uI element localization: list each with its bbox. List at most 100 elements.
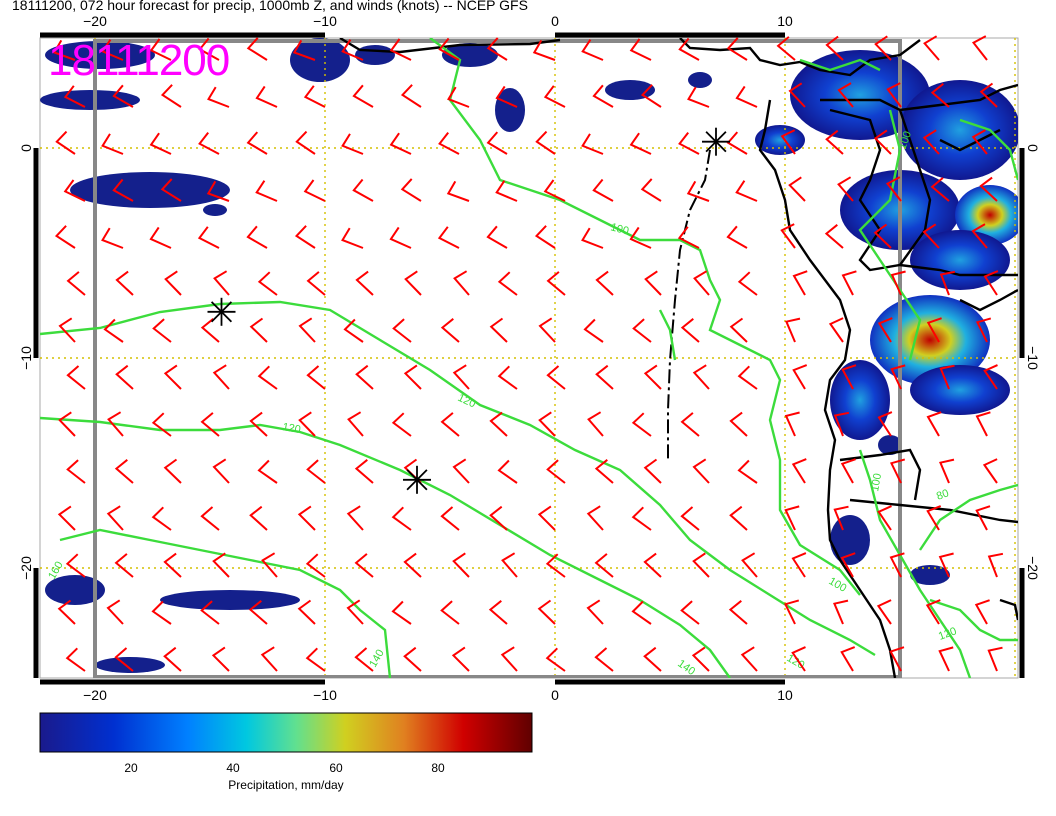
wind-barb bbox=[403, 646, 422, 672]
wind-barb bbox=[66, 459, 86, 484]
wind-barb bbox=[58, 411, 76, 437]
wind-barb bbox=[828, 317, 844, 343]
wind-barb bbox=[728, 600, 748, 625]
wind-barb bbox=[206, 180, 230, 202]
wind-barb bbox=[65, 553, 86, 578]
wind-barb bbox=[971, 35, 988, 61]
lon-tick-top: 10 bbox=[777, 13, 793, 29]
wind-barb bbox=[452, 364, 470, 390]
wind-barb bbox=[440, 318, 460, 343]
wind-barb bbox=[737, 271, 758, 296]
wind-barb bbox=[877, 317, 893, 343]
wind-barb bbox=[66, 271, 86, 296]
contour-label: 100 bbox=[869, 472, 884, 492]
wind-barb bbox=[780, 223, 796, 249]
wind-barb bbox=[257, 365, 278, 390]
wind-barb bbox=[979, 176, 998, 202]
colorbar-ramp bbox=[39, 712, 533, 753]
wind-barb bbox=[63, 85, 86, 108]
wind-barb bbox=[691, 646, 710, 672]
wind-barb bbox=[57, 505, 76, 531]
wind-barb bbox=[930, 83, 950, 108]
wind-barb bbox=[298, 317, 316, 343]
wind-barb bbox=[581, 133, 604, 155]
wind-barb bbox=[926, 411, 942, 437]
wind-barb bbox=[306, 271, 326, 296]
wind-barb bbox=[692, 552, 710, 578]
wind-barb bbox=[833, 599, 849, 625]
wind-barb bbox=[938, 646, 954, 672]
wind-barb bbox=[63, 179, 86, 202]
wind-barb bbox=[841, 270, 857, 296]
wind-barb bbox=[785, 317, 801, 343]
lon-tick-bottom: 0 bbox=[551, 687, 559, 703]
colorbar-tick: 80 bbox=[431, 761, 445, 775]
wind-barb bbox=[873, 129, 892, 155]
wind-barb bbox=[983, 364, 998, 390]
wind-barb bbox=[788, 176, 806, 202]
wind-barb bbox=[249, 505, 268, 531]
wind-barb bbox=[354, 459, 374, 484]
wind-barb bbox=[983, 270, 999, 296]
wind-barb bbox=[500, 646, 518, 672]
wind-barb bbox=[687, 86, 710, 108]
wind-barb bbox=[735, 180, 758, 202]
wind-barb bbox=[440, 600, 460, 625]
wind-barb bbox=[824, 224, 844, 249]
wind-barb bbox=[400, 84, 422, 108]
wind-barb bbox=[939, 458, 955, 484]
wind-barb bbox=[680, 412, 700, 437]
wind-barb bbox=[677, 226, 700, 249]
wind-barb bbox=[198, 131, 220, 155]
lon-tick-bottom: −10 bbox=[313, 687, 337, 703]
wind-barb bbox=[298, 411, 316, 437]
wind-barb bbox=[587, 411, 604, 437]
wind-barb bbox=[391, 412, 412, 437]
wind-barb bbox=[631, 506, 652, 531]
wind-barb bbox=[400, 178, 422, 202]
wind-barb bbox=[740, 646, 758, 672]
wind-barb bbox=[629, 226, 652, 249]
contour-label: 120 bbox=[456, 392, 478, 411]
wind-barb bbox=[114, 553, 134, 578]
wind-barb bbox=[825, 129, 844, 155]
lon-tick-top: −20 bbox=[83, 13, 107, 29]
wind-barb bbox=[246, 131, 268, 155]
contour-label: 100 bbox=[609, 221, 630, 237]
wind-barb bbox=[354, 647, 374, 672]
wind-barb bbox=[726, 225, 748, 249]
wind-barb bbox=[497, 271, 518, 296]
wind-barb bbox=[446, 180, 470, 202]
wind-barb bbox=[343, 318, 364, 343]
wind-barb bbox=[877, 411, 893, 437]
wind-barb bbox=[294, 225, 316, 249]
lon-tick-top: 0 bbox=[551, 13, 559, 29]
wind-barb bbox=[975, 317, 992, 343]
wind-barb bbox=[149, 38, 172, 61]
wind-barb bbox=[926, 317, 942, 343]
lat-tick-right: 0 bbox=[1025, 144, 1041, 152]
wind-barb bbox=[791, 552, 807, 578]
wind-barb bbox=[629, 38, 652, 61]
wind-barb bbox=[592, 178, 614, 202]
wind-barb bbox=[595, 364, 614, 390]
wind-barb bbox=[295, 130, 316, 155]
wind-barb bbox=[495, 180, 518, 202]
wind-barb bbox=[257, 271, 278, 296]
wind-barb bbox=[538, 411, 556, 437]
wind-barb bbox=[246, 37, 268, 61]
wind-barb bbox=[926, 505, 942, 531]
wind-barb bbox=[974, 599, 990, 625]
wind-barb bbox=[403, 552, 422, 578]
wind-barb bbox=[213, 270, 230, 296]
colorbar-tick: 60 bbox=[329, 761, 343, 775]
wind-barb bbox=[922, 223, 940, 249]
wind-barb bbox=[197, 226, 220, 249]
wind-barb bbox=[101, 39, 124, 61]
wind-barb bbox=[890, 270, 906, 296]
wind-barb bbox=[489, 317, 508, 343]
lat-tick-left: −20 bbox=[18, 556, 34, 580]
wind-barb bbox=[543, 85, 566, 108]
wind-barb bbox=[784, 411, 800, 437]
wind-barb bbox=[680, 600, 700, 625]
